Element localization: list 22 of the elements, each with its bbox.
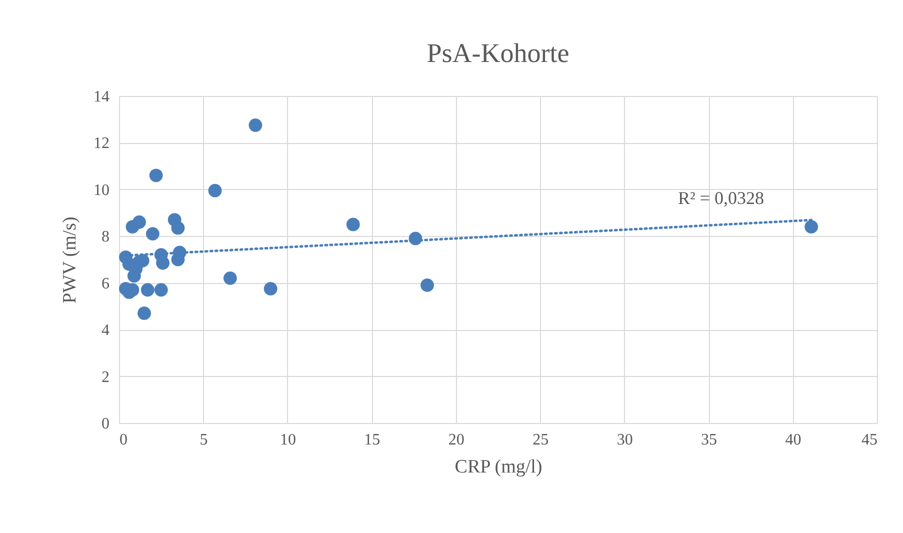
y-tick-label: 8 — [102, 228, 110, 246]
y-tick-label: 0 — [102, 416, 110, 432]
x-tick-label: 5 — [200, 432, 208, 448]
y-tick-label: 14 — [94, 88, 110, 106]
x-tick-label: 45 — [862, 432, 878, 448]
y-tick-label: 4 — [102, 322, 110, 340]
x-tick-label: 20 — [448, 432, 464, 448]
x-axis-title: CRP (mg/l) — [454, 456, 542, 478]
y-tick-label: 10 — [94, 182, 110, 199]
annotation: R² = 0,0328 — [678, 188, 764, 208]
y-tick-label: 6 — [102, 275, 110, 292]
x-tick-label: 15 — [364, 432, 380, 448]
chart-title: PsA-Kohorte — [426, 38, 570, 68]
x-tick-label: 10 — [280, 432, 296, 448]
x-tick-label: 40 — [785, 432, 802, 448]
x-tick-label: 25 — [532, 432, 549, 448]
x-tick-label: 0 — [120, 432, 128, 448]
y-tick-label: 12 — [94, 135, 110, 152]
x-tick-label: 35 — [701, 432, 718, 448]
y-tick-label: 2 — [102, 368, 110, 386]
y-axis-title: PWV (m/s) — [60, 216, 80, 304]
x-tick-label: 30 — [616, 432, 633, 448]
